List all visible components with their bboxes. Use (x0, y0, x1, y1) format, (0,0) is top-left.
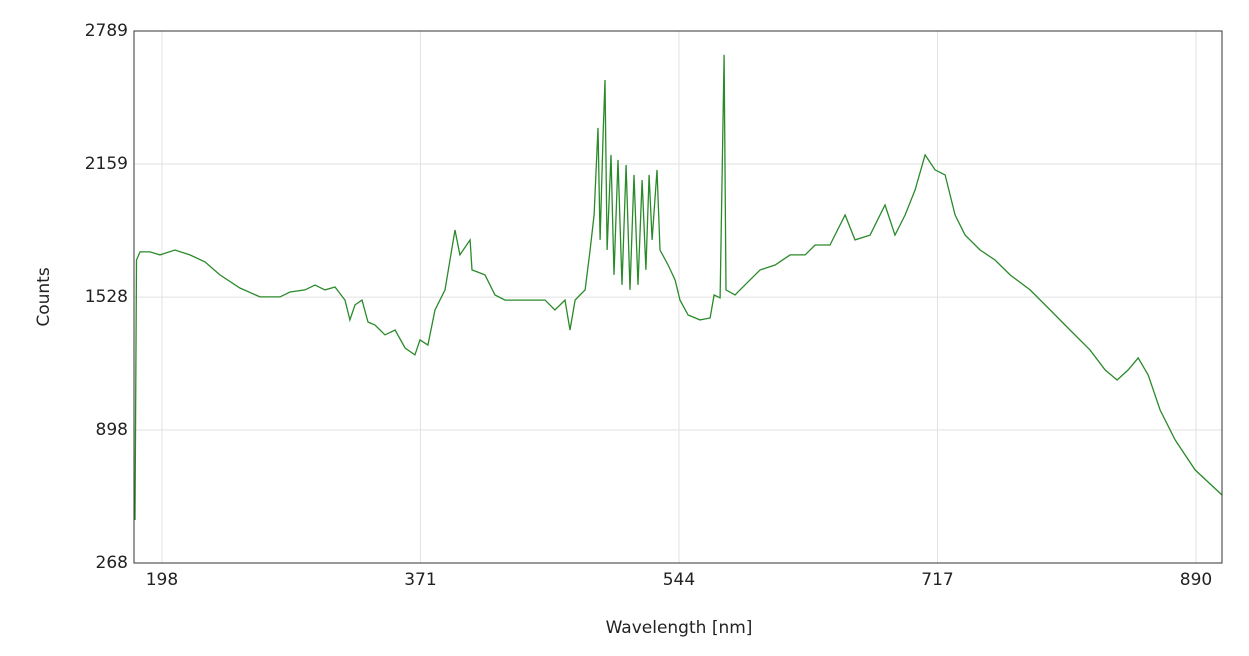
x-tick-label: 198 (146, 570, 178, 590)
y-tick-label: 2789 (85, 21, 128, 41)
y-axis-label: Counts (34, 267, 54, 326)
x-tick-label: 371 (404, 570, 436, 590)
y-tick-label: 2159 (85, 154, 128, 174)
x-tick-label: 544 (663, 570, 695, 590)
x-axis-label: Wavelength [nm] (606, 618, 753, 638)
spectrum-line (134, 54, 1223, 521)
y-tick-label: 1528 (85, 287, 128, 307)
y-tick-label: 898 (96, 420, 128, 440)
x-tick-label: 890 (1180, 570, 1212, 590)
plot-frame (133, 30, 1223, 564)
x-tick-label: 717 (921, 570, 953, 590)
y-tick-label: 268 (96, 553, 128, 573)
